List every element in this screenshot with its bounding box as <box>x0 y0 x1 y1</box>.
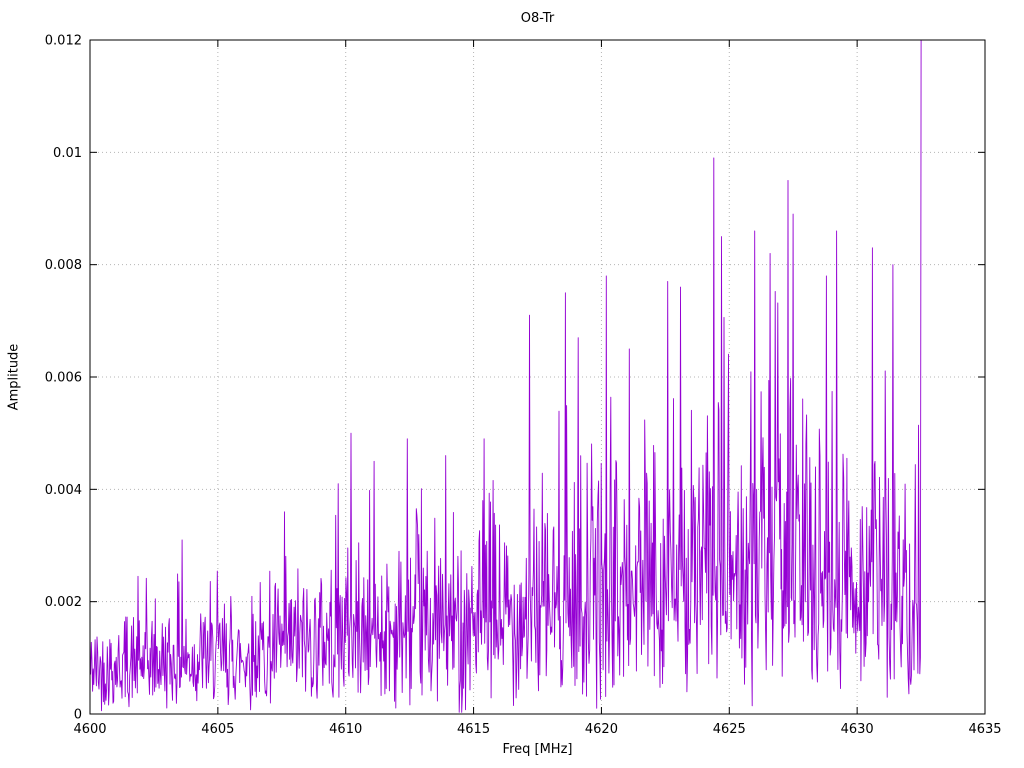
y-tick-label-0.01: 0.01 <box>53 146 82 161</box>
y-tick-label-0.012: 0.012 <box>45 34 82 49</box>
series-line <box>89 39 922 713</box>
y-tick-label-0: 0 <box>74 708 82 723</box>
x-tick-label-4620: 4620 <box>585 722 618 737</box>
x-tick-label-4605: 4605 <box>201 722 234 737</box>
y-tick-label-0.004: 0.004 <box>45 483 82 498</box>
x-axis-label: Freq [MHz] <box>502 742 573 757</box>
y-tick-label-0.006: 0.006 <box>45 371 82 386</box>
tick-marks <box>89 39 986 715</box>
x-tick-label-4600: 4600 <box>73 722 106 737</box>
x-tick-label-4610: 4610 <box>329 722 362 737</box>
x-tick-label-4615: 4615 <box>457 722 490 737</box>
x-tick-label-4635: 4635 <box>968 722 1001 737</box>
x-tick-label-4625: 4625 <box>713 722 746 737</box>
x-tick-label-4630: 4630 <box>841 722 874 737</box>
chart-title: O8-Tr <box>520 11 555 26</box>
y-tick-label-0.002: 0.002 <box>45 595 82 610</box>
y-tick-label-0.008: 0.008 <box>45 258 82 273</box>
